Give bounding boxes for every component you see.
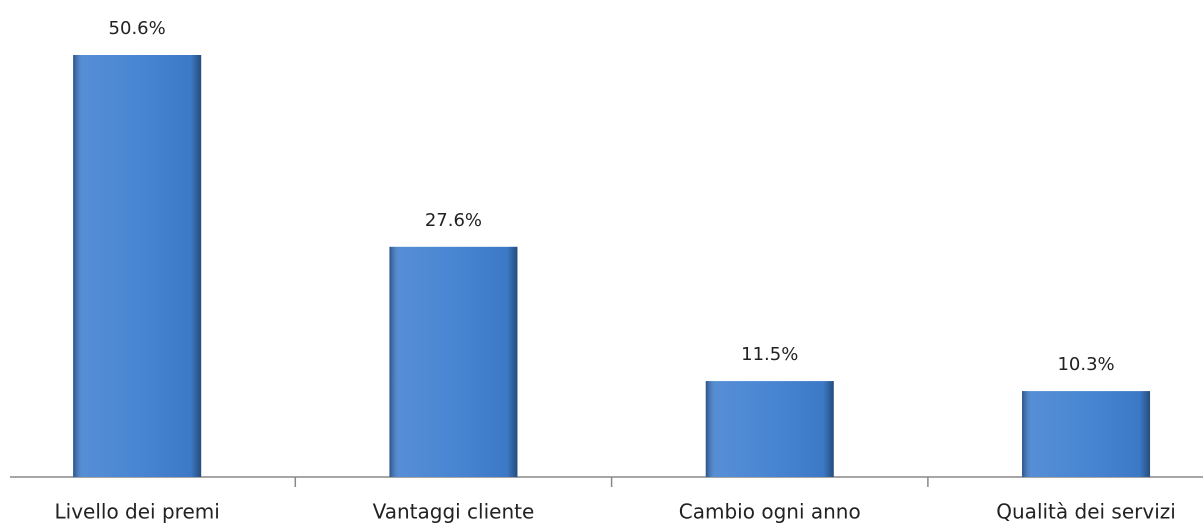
- bar-group: [389, 246, 518, 477]
- x-tick-label: Livello dei premi: [55, 500, 220, 524]
- bar-group: [1022, 391, 1151, 477]
- value-label: 11.5%: [741, 344, 798, 365]
- bar-shade: [1022, 391, 1151, 477]
- bar-group: [705, 381, 834, 477]
- value-label: 27.6%: [425, 210, 482, 231]
- x-tick-label: Qualità dei servizi: [996, 500, 1176, 524]
- value-label: 10.3%: [1057, 354, 1114, 375]
- bar-shade: [73, 55, 202, 477]
- bar-shade: [705, 381, 834, 477]
- x-tick-label: Cambio ogni anno: [679, 500, 861, 524]
- value-label: 50.6%: [109, 18, 166, 39]
- x-tick-label: Vantaggi cliente: [373, 500, 535, 524]
- bar-shade: [389, 246, 518, 477]
- bar-group: [73, 55, 202, 477]
